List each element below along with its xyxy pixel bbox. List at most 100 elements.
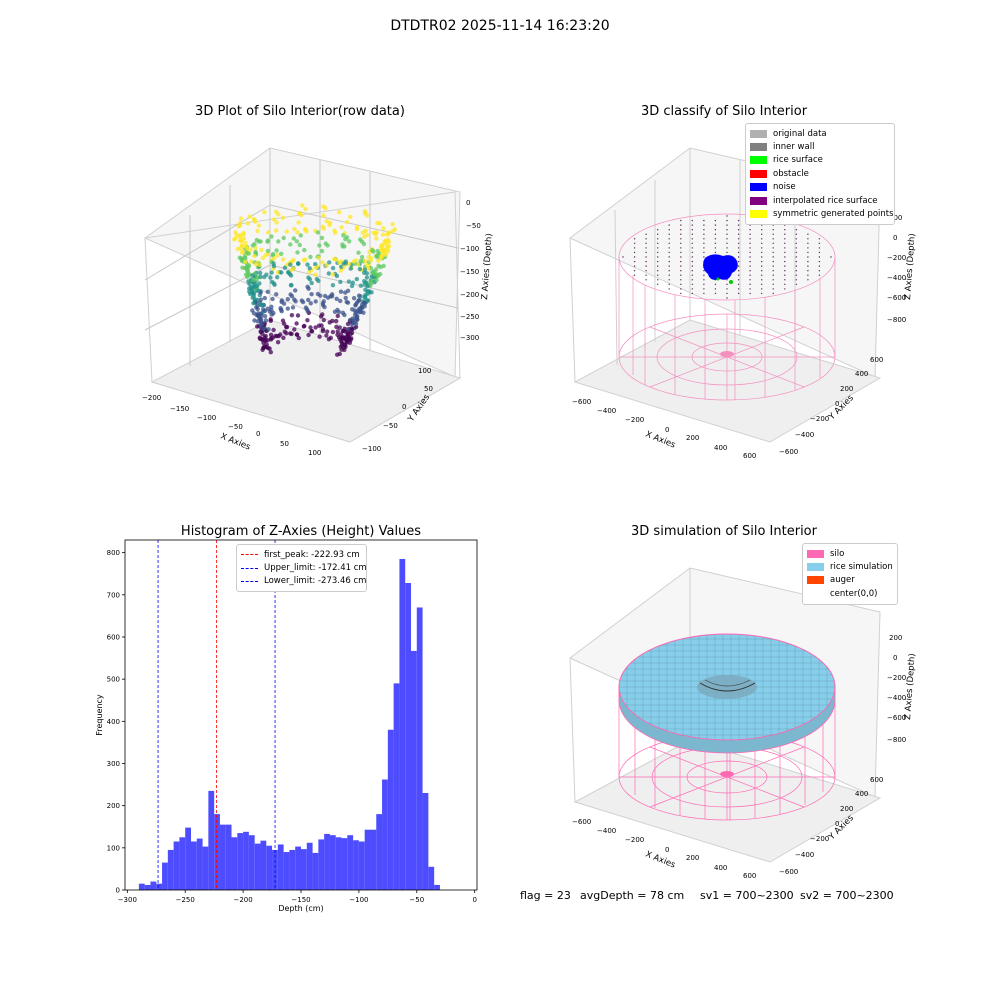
histogram-bar (387, 729, 394, 890)
interpolated-point (703, 288, 705, 290)
raw-point (295, 313, 301, 318)
raw-point (314, 276, 320, 282)
simulation-legend-label: auger (830, 575, 855, 586)
histogram-y-tick-label: 700 (107, 591, 120, 599)
classify-legend-label: interpolated rice surface (773, 195, 878, 206)
interpolated-point (737, 260, 740, 263)
raw-point (279, 251, 284, 256)
raw-point (357, 266, 363, 272)
interpolated-point (737, 270, 740, 272)
interpolated-point (691, 260, 693, 263)
interpolated-point (761, 251, 763, 254)
raw-point (338, 298, 343, 304)
raw-point (247, 214, 252, 219)
simulation-ytick: 200 (840, 805, 853, 813)
interpolated-point (633, 274, 636, 276)
simulation-legend: silo rice simulation auger center(0,0) (802, 543, 898, 605)
raw-point (300, 203, 305, 208)
histogram-x-ticks: −300 −250 −200 −150 −100 −50 0 (118, 890, 477, 904)
simulation-legend-label: silo (830, 548, 845, 559)
raw-point (347, 239, 352, 244)
raw-point (309, 292, 314, 297)
interpolated-point (772, 251, 774, 254)
raw-point (233, 236, 238, 241)
raw-point (258, 239, 263, 244)
classify-ytick: −600 (779, 448, 798, 456)
raw-point (322, 293, 328, 299)
raw-point (320, 260, 325, 265)
raw-point (317, 334, 322, 339)
classify-ytick: 0 (835, 400, 839, 408)
raw-tick-labels: −200 −150 −100 −50 0 50 100 100 50 0 −50… (142, 199, 481, 457)
histogram-legend-label: Upper_limit: -172.41 cm (264, 563, 367, 574)
raw-point (363, 287, 368, 292)
raw-point (297, 242, 302, 248)
raw-point (360, 305, 365, 311)
interpolated-point (818, 251, 821, 254)
classify-ztick: −600 (887, 294, 906, 302)
histogram-bar (416, 607, 423, 890)
interpolated-point (691, 274, 693, 276)
raw-point (337, 351, 342, 357)
raw-point (247, 281, 252, 287)
interpolated-point (749, 270, 751, 272)
interpolated-point (749, 251, 751, 254)
interpolated-point (737, 292, 740, 295)
raw-ztick: 0 (466, 199, 470, 207)
interpolated-point (680, 251, 682, 254)
raw-point (268, 275, 273, 280)
interpolated-point (714, 247, 717, 249)
histogram-bar (324, 833, 330, 890)
interpolated-point (795, 260, 797, 263)
histogram-legend-label: Lower_limit: -273.46 cm (264, 576, 367, 587)
interpolated-point (807, 238, 809, 240)
raw-point (340, 336, 345, 341)
raw-point (326, 271, 331, 276)
interpolated-point (657, 270, 659, 272)
interpolated-point (772, 265, 774, 267)
raw-point (289, 313, 295, 318)
interpolated-point (691, 224, 693, 226)
raw-point (261, 307, 266, 312)
raw-point (262, 314, 268, 319)
interpolated-point (703, 251, 705, 254)
interpolated-point (818, 247, 821, 249)
raw-point (274, 248, 279, 253)
histogram-bar (167, 849, 174, 890)
raw-point (348, 266, 353, 271)
raw-point (291, 236, 296, 241)
raw-point (301, 324, 306, 329)
interpolated-point (668, 260, 670, 263)
raw-point (324, 219, 329, 224)
histogram-bar (208, 790, 215, 890)
interpolated-point (633, 270, 636, 272)
raw-point (271, 264, 277, 269)
raw-point (281, 321, 287, 326)
interpolated-point (761, 242, 763, 244)
interpolated-point (784, 270, 786, 272)
raw-point (305, 318, 310, 323)
raw-point (359, 254, 365, 260)
interpolated-point (691, 247, 693, 249)
classify-xtick: −400 (597, 407, 616, 415)
interpolated-point (657, 265, 659, 267)
raw-point (339, 340, 345, 346)
interpolated-point (622, 256, 624, 258)
raw-point (296, 261, 301, 266)
raw-point (284, 229, 289, 234)
raw-ztick: −100 (460, 245, 479, 253)
simulation-legend-swatch (807, 563, 824, 572)
raw-point (257, 336, 263, 341)
interpolated-point (749, 242, 751, 244)
interpolated-point (633, 260, 636, 263)
raw-point (313, 272, 318, 277)
raw-point (360, 230, 366, 235)
raw-point (288, 262, 293, 267)
raw-ytick: 50 (424, 385, 433, 393)
histogram-bar (202, 846, 209, 890)
interpolated-point (807, 233, 809, 235)
interpolated-point (772, 229, 774, 231)
raw-point (381, 263, 386, 269)
classify-ztick: 200 (889, 214, 902, 222)
histogram-bar (411, 650, 417, 890)
